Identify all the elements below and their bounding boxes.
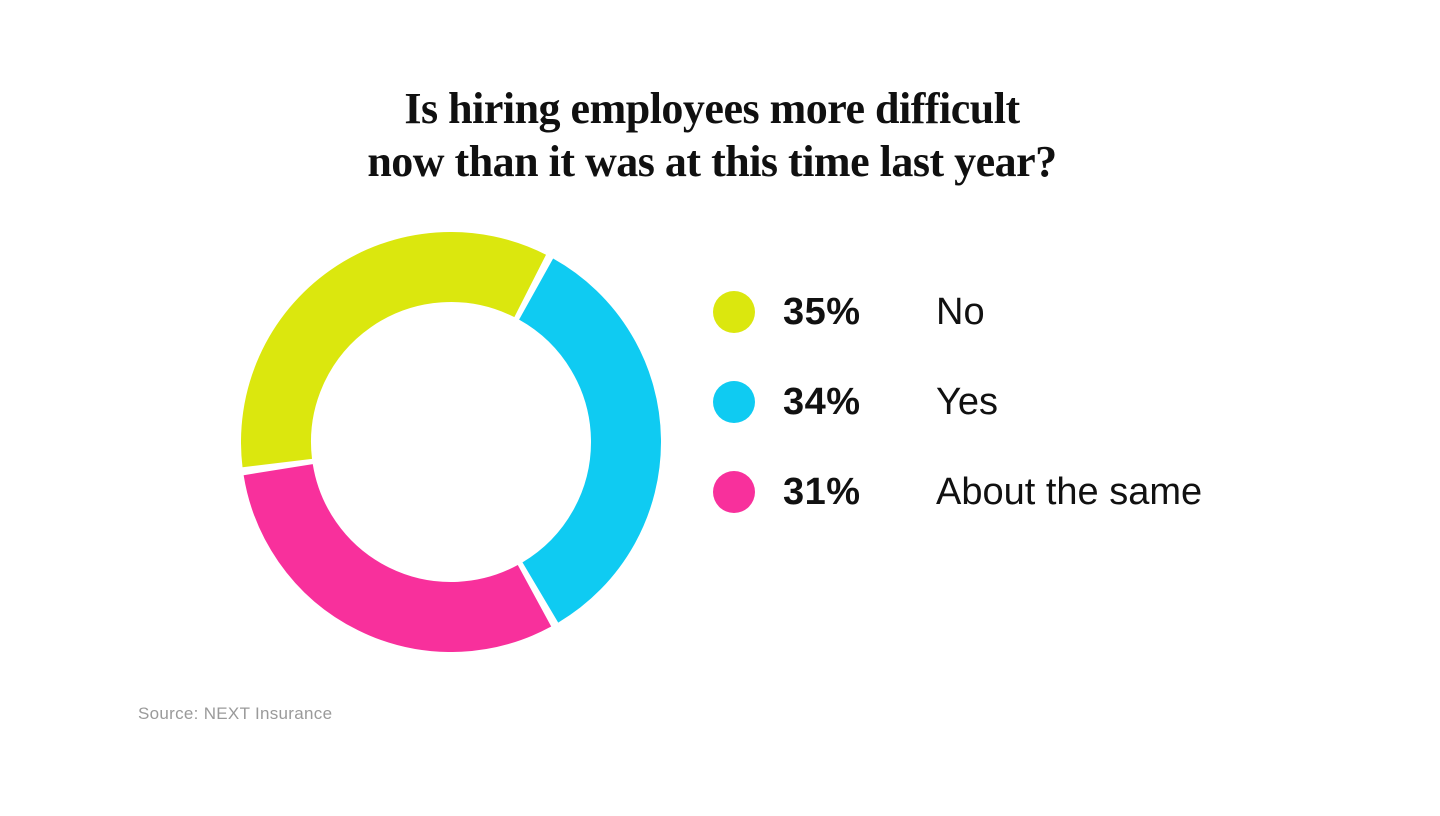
donut-chart-svg xyxy=(241,232,661,652)
chart-title-line-1: Is hiring employees more difficult xyxy=(404,84,1020,133)
legend-swatch-no-icon xyxy=(713,291,755,333)
donut-chart xyxy=(241,232,661,652)
legend-row-yes: 34% Yes xyxy=(713,381,1202,423)
donut-segment-about-the-same xyxy=(243,463,552,652)
chart-title-line-2: now than it was at this time last year? xyxy=(367,137,1057,186)
legend-label-no: No xyxy=(936,290,985,333)
donut-segment-no xyxy=(241,232,546,468)
chart-legend: 35% No 34% Yes 31% About the same xyxy=(713,291,1202,561)
chart-title: Is hiring employees more difficult now t… xyxy=(0,82,1424,188)
legend-row-no: 35% No xyxy=(713,291,1202,333)
legend-swatch-about-the-same-icon xyxy=(713,471,755,513)
legend-percent-no: 35% xyxy=(783,290,861,333)
legend-percent-yes: 34% xyxy=(783,380,861,423)
legend-label-yes: Yes xyxy=(936,380,998,423)
source-note: Source: NEXT Insurance xyxy=(138,704,333,723)
legend-percent-about-the-same: 31% xyxy=(783,470,861,513)
legend-row-about-the-same: 31% About the same xyxy=(713,471,1202,513)
donut-segment-yes xyxy=(518,258,661,623)
legend-swatch-yes-icon xyxy=(713,381,755,423)
legend-label-about-the-same: About the same xyxy=(936,470,1203,513)
